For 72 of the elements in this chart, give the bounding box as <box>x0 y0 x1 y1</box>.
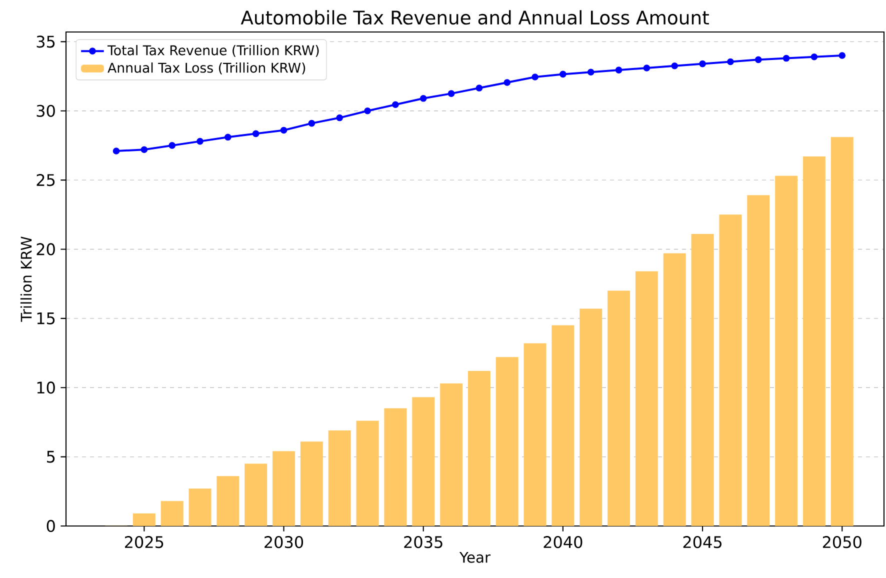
point <box>532 74 538 80</box>
point <box>168 142 176 149</box>
bar <box>412 397 435 526</box>
point <box>308 120 316 127</box>
chart-title: Automobile Tax Revenue and Annual Loss Amount <box>240 10 709 25</box>
bar <box>719 214 742 526</box>
point <box>364 107 371 114</box>
bar <box>300 442 323 526</box>
y-tick-label: 30 <box>36 104 55 117</box>
point <box>448 90 455 97</box>
bar <box>635 271 658 526</box>
point <box>252 130 260 138</box>
bar <box>188 488 212 526</box>
point <box>615 66 622 74</box>
bar <box>775 176 798 526</box>
point <box>280 126 288 134</box>
point <box>810 54 818 60</box>
bar <box>802 156 826 526</box>
bar <box>830 137 854 526</box>
point <box>336 114 344 122</box>
point <box>224 134 232 141</box>
point <box>420 95 427 102</box>
bar <box>691 234 714 526</box>
bar <box>663 253 686 526</box>
point <box>643 64 650 72</box>
bar <box>244 464 268 526</box>
y-tick-label: 10 <box>37 382 55 394</box>
y-axis-title: Trillion KRW <box>20 236 32 322</box>
bar <box>580 308 602 526</box>
bar <box>132 513 156 526</box>
point <box>699 60 706 68</box>
y-tick-label: 5 <box>47 450 55 463</box>
point <box>560 70 566 78</box>
bar <box>328 430 351 526</box>
bar <box>384 408 407 526</box>
y-tick-label: 0 <box>46 520 55 532</box>
x-tick-label: 2050 <box>822 536 862 548</box>
x-tick-label: 2025 <box>124 536 164 548</box>
y-tick-label: 20 <box>36 243 55 256</box>
point <box>782 54 790 62</box>
point <box>196 138 204 145</box>
point <box>671 62 678 70</box>
x-tick-label: 2035 <box>404 536 442 548</box>
point <box>727 58 734 66</box>
y-tick-label: 15 <box>37 312 55 324</box>
legend-label: Annual Tax Loss (Trillion KRW) <box>108 62 306 74</box>
point <box>838 52 846 59</box>
bar <box>608 290 630 526</box>
bar <box>468 370 490 526</box>
bar <box>356 420 379 526</box>
y-tick-label: 35 <box>36 36 55 48</box>
x-axis-title: Year <box>459 552 491 563</box>
bar <box>524 343 546 526</box>
bar <box>216 476 240 526</box>
bar <box>272 451 296 526</box>
bar <box>440 383 463 526</box>
point <box>587 68 594 76</box>
bar <box>496 357 518 526</box>
point <box>392 101 399 108</box>
point <box>504 79 511 86</box>
point <box>112 148 120 154</box>
point <box>754 56 762 64</box>
bar <box>747 195 770 526</box>
point <box>140 146 148 154</box>
x-tick-label: 2030 <box>264 536 304 548</box>
bar <box>552 325 574 526</box>
y-tick-label: 25 <box>36 174 55 186</box>
bar <box>160 501 184 526</box>
point <box>476 84 483 92</box>
legend-label: Total Tax Revenue (Trillion KRW) <box>107 44 319 57</box>
x-tick-label: 2045 <box>683 536 722 548</box>
x-tick-label: 2040 <box>544 536 582 548</box>
